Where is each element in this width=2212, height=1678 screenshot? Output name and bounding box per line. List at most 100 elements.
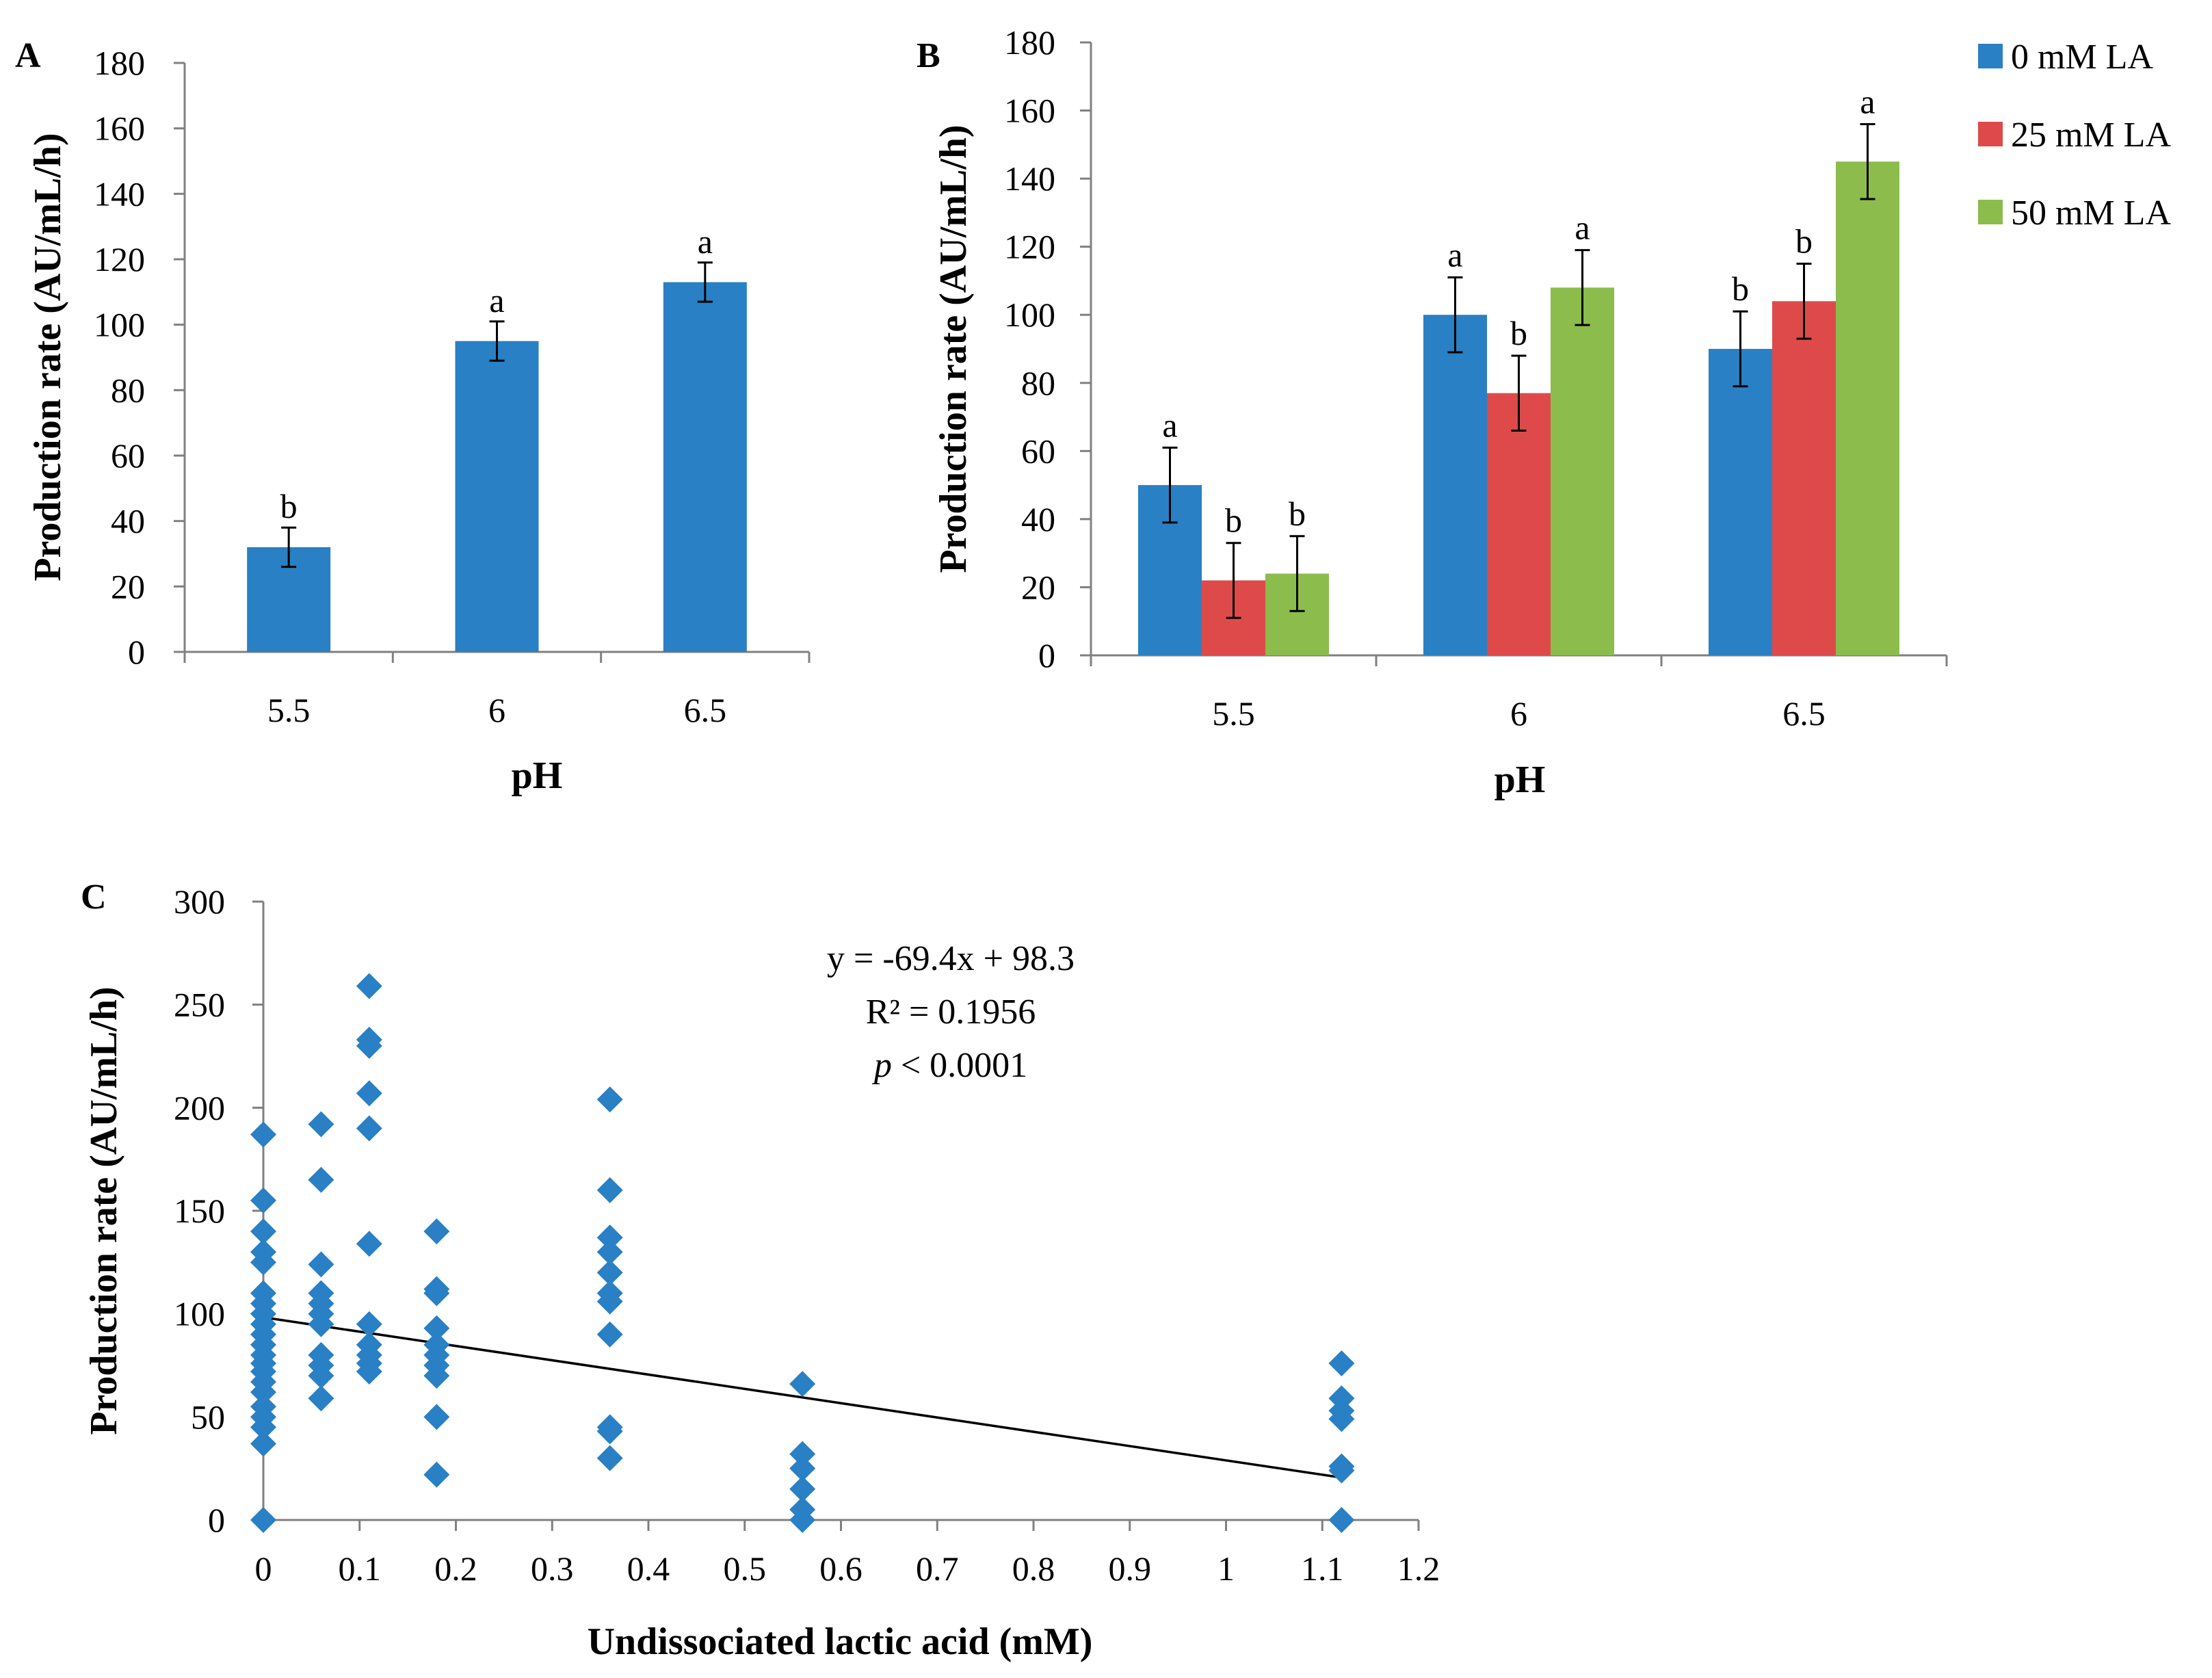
data-point bbox=[356, 1115, 382, 1142]
data-point bbox=[308, 1385, 334, 1412]
significance-label: a bbox=[698, 222, 713, 261]
data-point bbox=[308, 1341, 334, 1368]
data-point bbox=[250, 1393, 276, 1420]
data-point bbox=[596, 1224, 623, 1251]
data-point bbox=[596, 1321, 623, 1348]
bar bbox=[1487, 393, 1551, 655]
y-tick-label: 0 bbox=[128, 633, 145, 671]
data-point bbox=[596, 1086, 623, 1113]
data-point bbox=[250, 1121, 276, 1148]
significance-label: b bbox=[1795, 222, 1813, 261]
significance-label: b bbox=[280, 487, 298, 525]
data-point bbox=[250, 1239, 276, 1266]
panel-a-x-title: pH bbox=[512, 755, 563, 797]
panel-a-letter: A bbox=[15, 36, 41, 75]
x-tick-label: 5.5 bbox=[1212, 694, 1255, 733]
y-tick-label: 20 bbox=[111, 567, 145, 605]
legend-label: 0 mM LA bbox=[2011, 38, 2153, 77]
panel-c-x-title: Undissociated lactic acid (mM) bbox=[588, 1621, 1093, 1663]
x-tick-label: 0.7 bbox=[916, 1549, 959, 1588]
data-point bbox=[356, 1331, 382, 1358]
x-tick-label: 0.3 bbox=[531, 1549, 574, 1588]
data-point bbox=[596, 1239, 623, 1266]
data-point bbox=[250, 1430, 276, 1457]
data-point bbox=[789, 1455, 816, 1482]
y-tick-label: 140 bbox=[1004, 159, 1055, 198]
regression-equation: y = -69.4x + 98.3 bbox=[827, 939, 1075, 978]
panel-a: A 0 20 40 60 80 100 120 140 160 180 5.5 6 6.5 b a a p… bbox=[15, 36, 811, 797]
y-tick-label: 60 bbox=[111, 436, 145, 475]
x-tick-label: 1 bbox=[1217, 1549, 1235, 1588]
p-symbol: p bbox=[871, 1046, 892, 1085]
bar bbox=[1772, 301, 1836, 655]
regression-p-value: p < 0.0001 bbox=[871, 1046, 1027, 1085]
data-point bbox=[789, 1371, 816, 1398]
x-tick-label: 6 bbox=[1510, 694, 1527, 733]
y-tick-label: 160 bbox=[94, 109, 145, 148]
significance-label: a bbox=[489, 281, 504, 319]
y-tick-label: 200 bbox=[174, 1088, 225, 1127]
data-point bbox=[308, 1166, 334, 1193]
legend-label: 50 mM LA bbox=[2011, 194, 2171, 233]
y-tick-label: 80 bbox=[1021, 364, 1055, 402]
panel-b-x-title: pH bbox=[1495, 759, 1546, 801]
data-point bbox=[423, 1315, 450, 1341]
x-tick-label: 5.5 bbox=[267, 691, 311, 729]
significance-label: b bbox=[1510, 314, 1527, 352]
y-tick-label: 100 bbox=[1004, 296, 1055, 334]
x-tick-label: 0.8 bbox=[1012, 1549, 1055, 1588]
y-tick-label: 160 bbox=[1004, 92, 1055, 130]
bar bbox=[1836, 161, 1899, 655]
significance-label: a bbox=[1575, 209, 1590, 247]
data-point bbox=[308, 1251, 334, 1278]
panel-c: C 0 50 100 150 200 250 300 0 0.1 0.2 0.3 0.4 0.5 0.6… bbox=[81, 878, 1440, 1663]
data-point bbox=[1328, 1507, 1355, 1533]
data-point bbox=[356, 1080, 382, 1107]
data-point bbox=[356, 1311, 382, 1337]
panel-c-y-title: Production rate (AU/mL/h) bbox=[83, 986, 125, 1434]
regression-r-squared: R² = 0.1956 bbox=[866, 993, 1036, 1032]
data-point bbox=[596, 1445, 623, 1471]
significance-label: a bbox=[1162, 406, 1177, 444]
bar bbox=[1423, 315, 1487, 655]
panel-a-y-title: Production rate (AU/mL/h) bbox=[27, 133, 69, 581]
y-tick-label: 50 bbox=[191, 1398, 225, 1436]
data-point bbox=[789, 1496, 816, 1523]
x-tick-label: 0.4 bbox=[627, 1549, 670, 1588]
bar bbox=[455, 341, 539, 652]
y-tick-label: 100 bbox=[94, 306, 145, 344]
bar bbox=[1551, 287, 1614, 655]
data-point bbox=[596, 1259, 623, 1286]
data-point bbox=[250, 1507, 276, 1533]
x-tick-label: 1.2 bbox=[1397, 1549, 1440, 1588]
data-point bbox=[250, 1218, 276, 1245]
panel-b-letter: B bbox=[917, 36, 940, 75]
data-point bbox=[596, 1280, 623, 1307]
y-tick-label: 0 bbox=[1038, 636, 1055, 674]
panel-b: B 0 20 40 60 80 100 120 140 160 180 5.5 6 6.5 a b b a b… bbox=[917, 23, 2171, 801]
data-point bbox=[423, 1218, 450, 1245]
significance-label: a bbox=[1447, 235, 1462, 274]
significance-label: a bbox=[1860, 82, 1875, 120]
x-tick-label: 0.1 bbox=[339, 1549, 382, 1588]
significance-label: b bbox=[1732, 270, 1749, 308]
x-tick-label: 0 bbox=[255, 1549, 272, 1588]
y-tick-label: 40 bbox=[111, 502, 145, 540]
data-point bbox=[596, 1414, 623, 1441]
data-point bbox=[1328, 1385, 1355, 1412]
y-tick-label: 180 bbox=[1004, 23, 1055, 62]
significance-label: b bbox=[1289, 495, 1306, 533]
data-point bbox=[250, 1280, 276, 1307]
y-tick-label: 150 bbox=[174, 1192, 225, 1230]
y-tick-label: 300 bbox=[174, 882, 225, 921]
y-tick-label: 120 bbox=[1004, 228, 1055, 266]
p-threshold: < 0.0001 bbox=[892, 1046, 1027, 1085]
significance-label: b bbox=[1225, 501, 1242, 540]
x-tick-label: 0.9 bbox=[1109, 1549, 1152, 1588]
bar bbox=[663, 282, 747, 652]
bar bbox=[1709, 349, 1772, 655]
data-point bbox=[423, 1404, 450, 1430]
legend-swatch bbox=[1978, 122, 2003, 146]
x-tick-label: 0.2 bbox=[434, 1549, 477, 1588]
